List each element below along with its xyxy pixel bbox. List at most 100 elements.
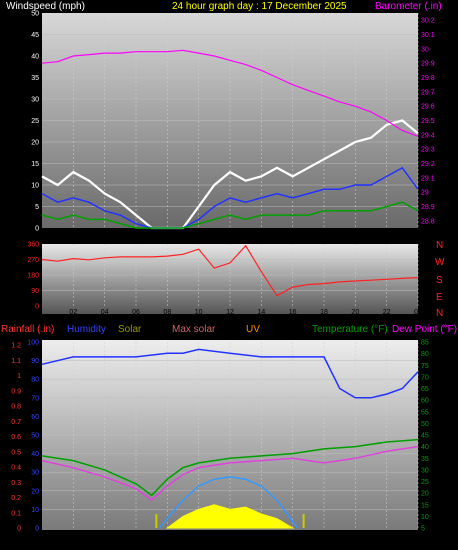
left-y-tick-label: 15 xyxy=(31,161,39,168)
right-y-tick-label: 60 xyxy=(421,398,429,405)
left-y-tick-label: 90 xyxy=(31,288,39,295)
right-y-tick-label: 30.1 xyxy=(421,32,435,39)
right-y-tick-label: 30 xyxy=(421,467,429,474)
right-y-tick-label: 65 xyxy=(421,386,429,393)
x-tick-label: 08 xyxy=(163,309,171,316)
right-y-tick-label: 35 xyxy=(421,456,429,463)
dir-label-n-top: N xyxy=(436,240,443,251)
left-y-tick-label: 0 xyxy=(35,226,39,233)
x-tick-label: 16 xyxy=(289,231,297,238)
left-y-tick-label: 80 xyxy=(31,377,39,384)
right-y-tick-label: 70 xyxy=(421,374,429,381)
max-solar-legend: Max solar xyxy=(172,324,216,335)
x-tick-label: 20 xyxy=(351,531,359,538)
x-tick-label: 00 xyxy=(414,309,422,316)
right-y-tick-label: 10 xyxy=(421,514,429,521)
x-tick-label: 20 xyxy=(351,309,359,316)
right-y-tick-label: 75 xyxy=(421,363,429,370)
left-y-tick-label: 0.7 xyxy=(11,419,21,426)
x-tick-label: 18 xyxy=(320,531,328,538)
wind-panel: 02 04 06 08 10 12 14 16 18 20 22 000510152025303540… xyxy=(31,11,435,239)
rainfall-legend: Rainfall (.in) xyxy=(1,324,54,335)
dewpoint-legend: Dew Point (°F) xyxy=(392,324,457,335)
right-y-tick-label: 30.2 xyxy=(421,18,435,25)
max-solar-line xyxy=(158,476,299,529)
left-y-tick-label: 0.4 xyxy=(11,465,21,472)
x-tick-label: 12 xyxy=(226,531,234,538)
right-y-tick-label: 28.9 xyxy=(421,204,435,211)
barometer-title: Barometer (.in) xyxy=(375,1,442,12)
left-y-tick-label: 90 xyxy=(31,358,39,365)
right-y-tick-label: 29.1 xyxy=(421,175,435,182)
x-tick-label: 00 xyxy=(414,531,422,538)
x-tick-label: 00 xyxy=(414,231,422,238)
x-tick-label: 02 xyxy=(69,531,77,538)
left-y-tick-label: 10 xyxy=(31,507,39,514)
right-y-tick-label: 85 xyxy=(421,340,429,347)
right-y-tick-label: 29.4 xyxy=(421,132,435,139)
x-tick-label: 18 xyxy=(320,309,328,316)
solar-area xyxy=(165,504,295,529)
right-y-tick-label: 40 xyxy=(421,444,429,451)
left-y-tick-label: 0 xyxy=(35,526,39,533)
right-y-tick-label: 80 xyxy=(421,351,429,358)
left-y-tick-label: 50 xyxy=(31,433,39,440)
right-y-tick-label: 30 xyxy=(421,46,429,53)
x-tick-label: 10 xyxy=(195,531,203,538)
x-tick-label: 06 xyxy=(132,231,140,238)
left-y-tick-label: 0.6 xyxy=(11,434,21,441)
x-tick-label: 10 xyxy=(195,231,203,238)
right-y-tick-label: 29.3 xyxy=(421,147,435,154)
right-y-tick-label: 25 xyxy=(421,479,429,486)
x-tick-label: 22 xyxy=(383,531,391,538)
left-y-tick-label: 30 xyxy=(31,97,39,104)
right-y-tick-label: 20 xyxy=(421,491,429,498)
left-y-tick-label: 100 xyxy=(27,340,39,347)
temperature-legend: Temperature (°F) xyxy=(312,324,388,335)
left-y-tick-label: 20 xyxy=(31,140,39,147)
left-y-tick-label: 180 xyxy=(27,273,39,280)
right-y-tick-label: 5 xyxy=(421,526,425,533)
x-tick-label: 16 xyxy=(289,309,297,316)
left-y-tick-label: 30 xyxy=(31,470,39,477)
x-tick-label: 02 xyxy=(69,309,77,316)
dir-label-e: E xyxy=(436,292,443,303)
left-y-tick-label: 1.1 xyxy=(11,358,21,365)
left-y-tick-label: 20 xyxy=(31,488,39,495)
dir-label-w: W xyxy=(435,257,445,268)
right-y-tick-label: 29.2 xyxy=(421,161,435,168)
left-y-tick-label: 45 xyxy=(31,32,39,39)
x-tick-label: 04 xyxy=(101,309,109,316)
humidity-line xyxy=(41,348,419,399)
right-y-tick-label: 29.9 xyxy=(421,61,435,68)
x-tick-label: 08 xyxy=(163,531,171,538)
x-tick-label: 10 xyxy=(195,309,203,316)
right-y-tick-label: 29.8 xyxy=(421,75,435,82)
left-y-tick-label: 40 xyxy=(31,54,39,61)
left-y-tick-label: 1.2 xyxy=(11,343,21,350)
left-y-tick-label: 360 xyxy=(27,242,39,249)
left-y-tick-label: 25 xyxy=(31,118,39,125)
x-tick-label: 14 xyxy=(257,309,265,316)
windspeed-title: Windspeed (mph) xyxy=(6,1,85,12)
temperature-line xyxy=(41,438,419,497)
dewpoint-line xyxy=(41,445,419,502)
left-y-tick-label: 5 xyxy=(35,204,39,211)
left-y-tick-label: 0.5 xyxy=(11,449,21,456)
wind-average-line xyxy=(41,201,419,229)
x-tick-label: 08 xyxy=(163,231,171,238)
left-y-tick-label: 1 xyxy=(17,373,21,380)
left-y-tick-label: 0.3 xyxy=(11,480,21,487)
gust-line xyxy=(41,166,419,229)
x-tick-label: 02 xyxy=(69,231,77,238)
right-y-tick-label: 28.8 xyxy=(421,218,435,225)
left-y-tick-label: 0 xyxy=(35,304,39,311)
x-tick-label: 04 xyxy=(101,531,109,538)
left-y-tick-label: 0.8 xyxy=(11,404,21,411)
x-tick-label: 06 xyxy=(132,531,140,538)
right-y-tick-label: 29.5 xyxy=(421,118,435,125)
x-tick-label: 12 xyxy=(226,231,234,238)
right-y-tick-label: 29 xyxy=(421,190,429,197)
